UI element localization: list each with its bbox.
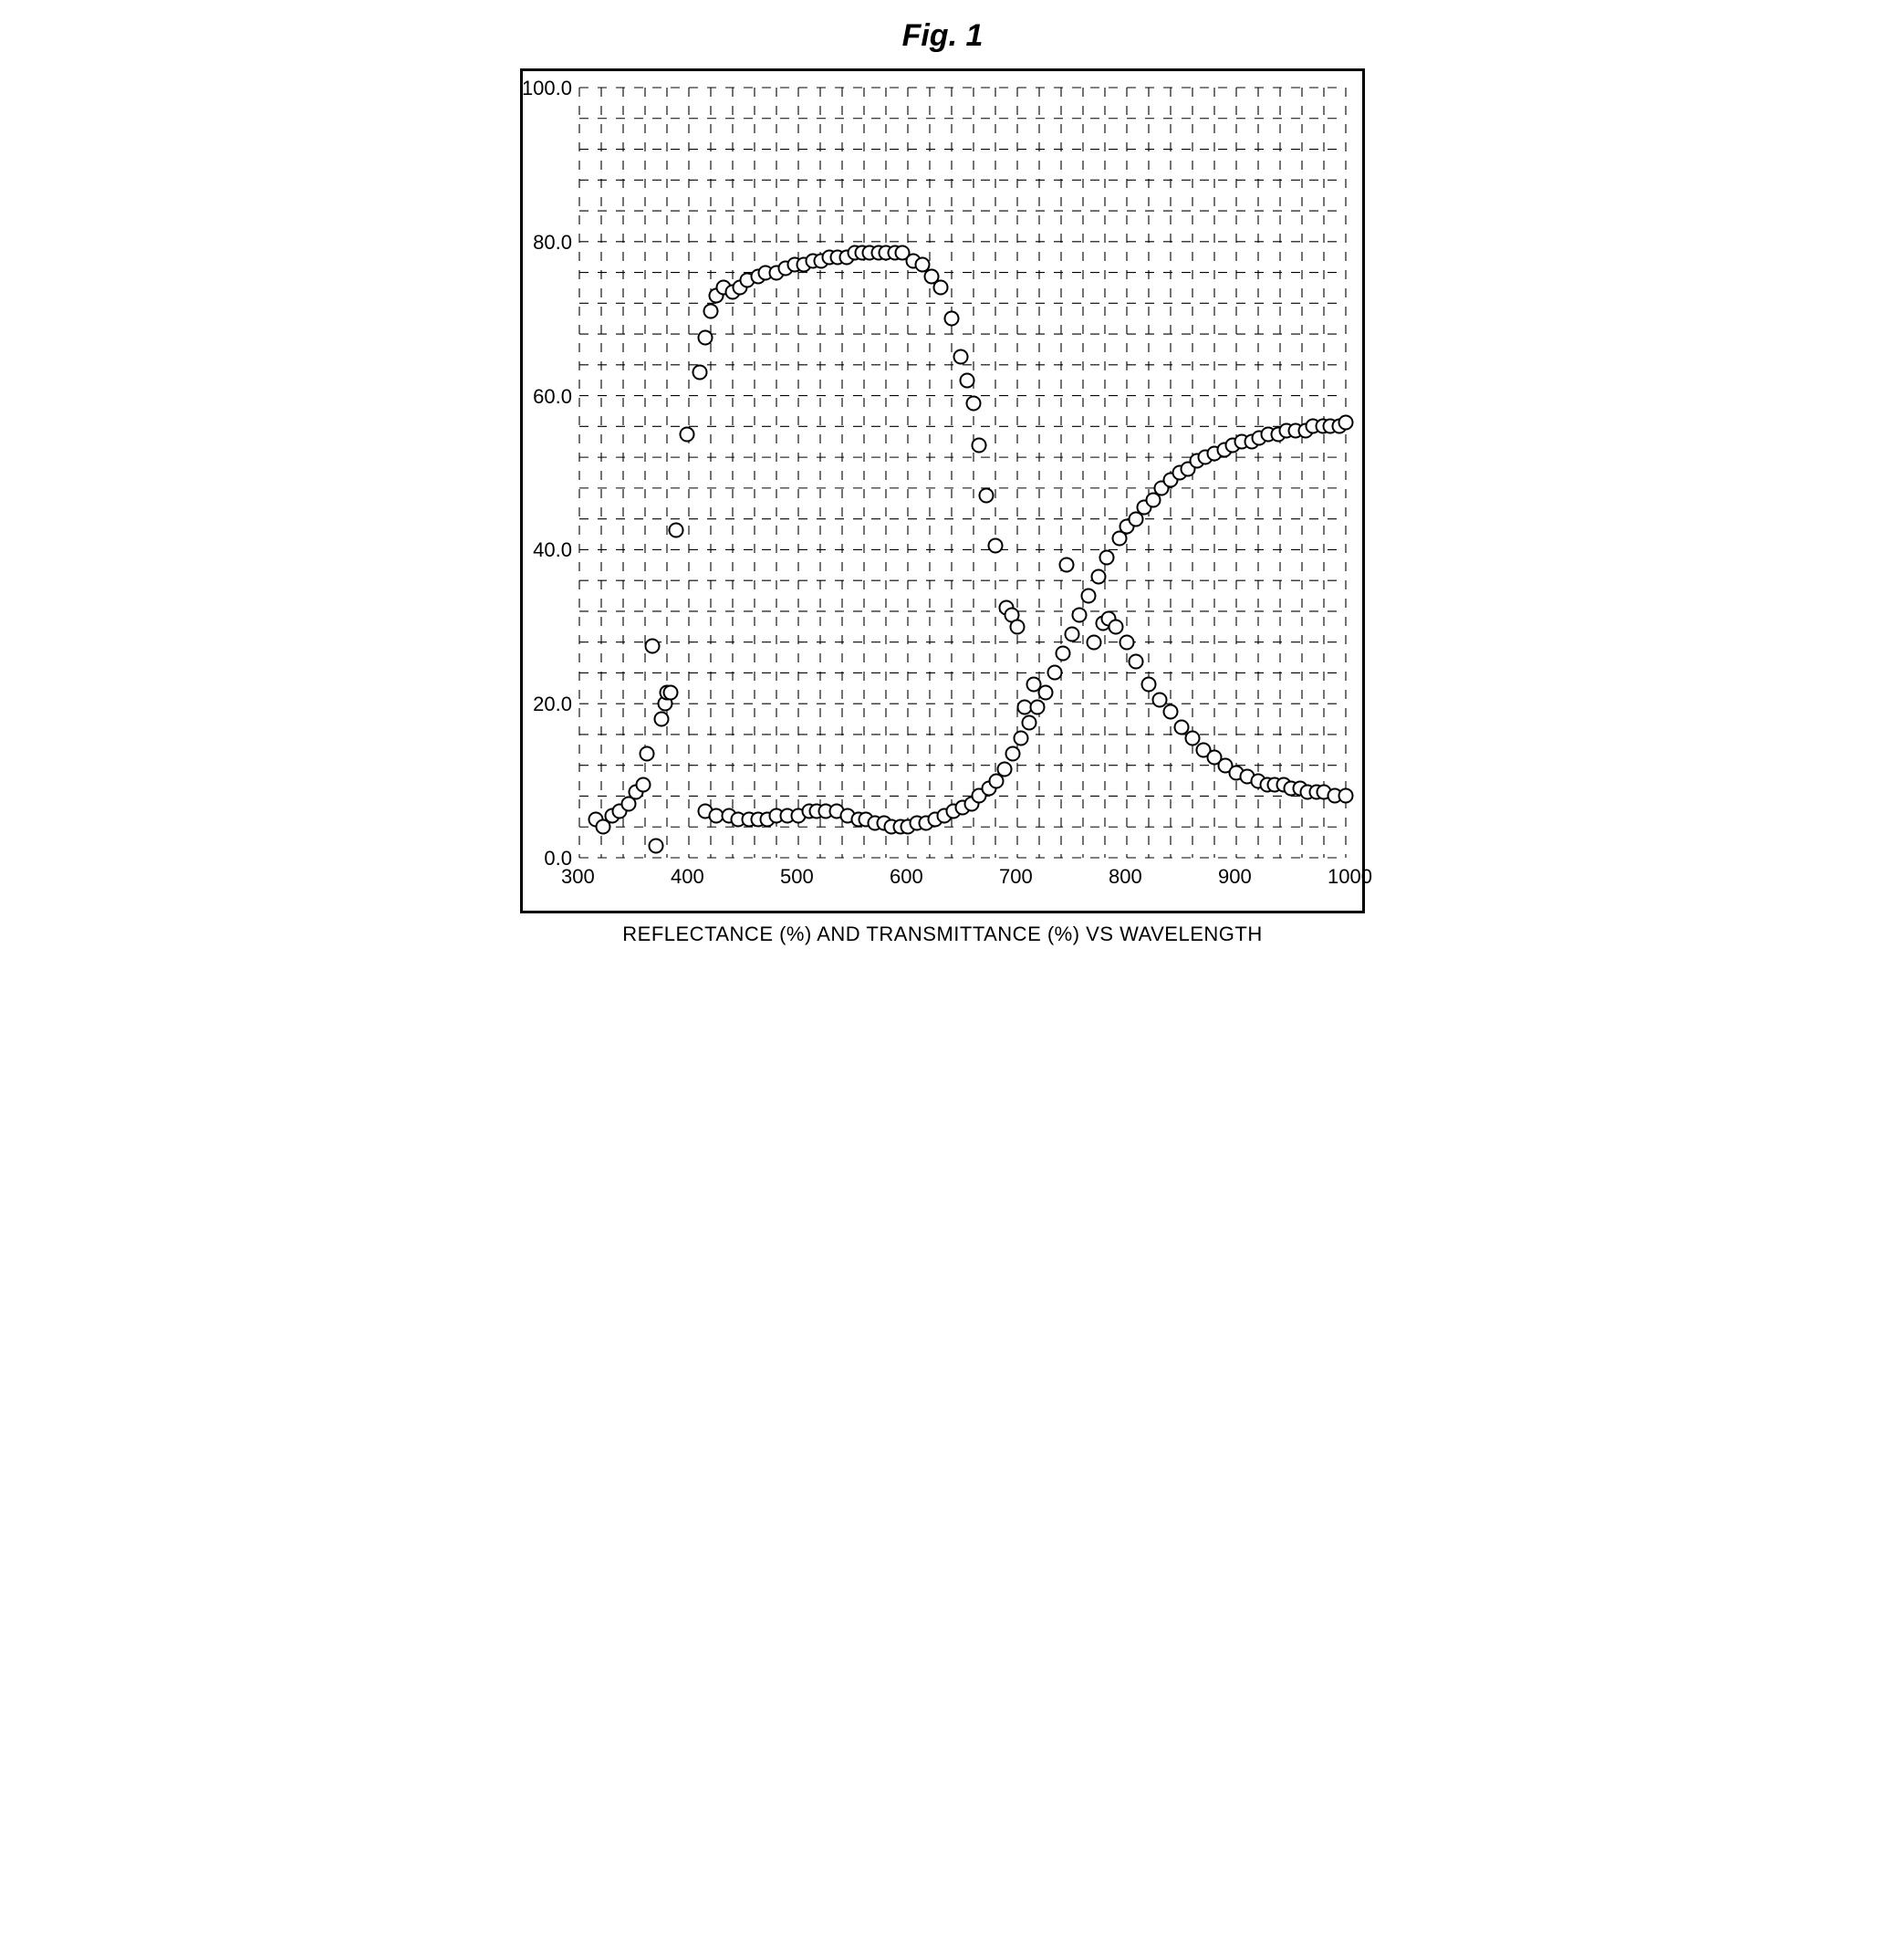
y-tick-label: 20.0 bbox=[533, 693, 572, 716]
x-tick-label: 800 bbox=[1109, 865, 1142, 889]
transmittance-marker bbox=[1338, 788, 1354, 804]
reflectance-marker bbox=[996, 761, 1012, 777]
chart-frame: 3004005006007008009001000 0.020.040.060.… bbox=[520, 68, 1365, 913]
y-tick-label: 40.0 bbox=[533, 538, 572, 562]
transmittance-marker bbox=[645, 638, 661, 653]
transmittance-marker bbox=[972, 438, 987, 454]
reflectance-marker bbox=[1072, 608, 1088, 623]
reflectance-marker bbox=[1081, 589, 1097, 604]
reflectance-marker bbox=[1047, 665, 1062, 681]
reflectance-marker bbox=[1005, 746, 1021, 762]
transmittance-marker bbox=[698, 330, 713, 346]
transmittance-marker bbox=[979, 488, 995, 504]
y-tick-label: 0.0 bbox=[544, 847, 572, 871]
transmittance-marker bbox=[640, 746, 655, 762]
transmittance-marker bbox=[635, 777, 651, 792]
transmittance-marker bbox=[953, 349, 968, 365]
transmittance-marker bbox=[703, 303, 719, 318]
reflectance-marker bbox=[1038, 684, 1054, 700]
transmittance-marker bbox=[654, 712, 670, 727]
transmittance-marker bbox=[679, 426, 694, 442]
x-tick-label: 500 bbox=[780, 865, 814, 889]
transmittance-marker bbox=[662, 684, 678, 700]
reflectance-marker bbox=[1338, 415, 1354, 431]
transmittance-marker bbox=[944, 311, 960, 327]
transmittance-marker bbox=[988, 538, 1004, 554]
transmittance-marker bbox=[1128, 653, 1143, 669]
y-tick-label: 100.0 bbox=[522, 77, 572, 100]
transmittance-marker bbox=[693, 365, 708, 381]
x-tick-label: 900 bbox=[1218, 865, 1252, 889]
reflectance-marker bbox=[1065, 627, 1080, 642]
transmittance-marker bbox=[1087, 634, 1102, 650]
transmittance-marker bbox=[1163, 704, 1179, 719]
transmittance-marker bbox=[649, 839, 664, 854]
reflectance-marker bbox=[1099, 549, 1115, 565]
figure-title: Fig. 1 bbox=[495, 18, 1390, 54]
reflectance-marker bbox=[1090, 568, 1106, 584]
reflectance-marker bbox=[1029, 700, 1045, 715]
transmittance-marker bbox=[933, 280, 949, 296]
transmittance-marker bbox=[1120, 634, 1135, 650]
transmittance-marker bbox=[966, 396, 982, 412]
plot-area bbox=[579, 88, 1346, 858]
x-tick-label: 400 bbox=[671, 865, 704, 889]
x-tick-label: 700 bbox=[999, 865, 1033, 889]
transmittance-marker bbox=[668, 523, 683, 538]
transmittance-marker bbox=[959, 372, 974, 388]
reflectance-marker bbox=[1056, 646, 1071, 662]
transmittance-marker bbox=[1141, 677, 1157, 693]
reflectance-marker bbox=[1022, 715, 1037, 731]
y-tick-label: 60.0 bbox=[533, 385, 572, 409]
x-axis-title: REFLECTANCE (%) AND TRANSMITTANCE (%) VS… bbox=[495, 923, 1390, 946]
y-tick-label: 80.0 bbox=[533, 231, 572, 255]
transmittance-marker bbox=[1109, 619, 1124, 634]
reflectance-marker bbox=[1013, 731, 1028, 746]
x-tick-label: 1000 bbox=[1328, 865, 1372, 889]
x-tick-label: 600 bbox=[890, 865, 923, 889]
transmittance-marker bbox=[1059, 558, 1075, 573]
transmittance-marker bbox=[1010, 619, 1026, 634]
